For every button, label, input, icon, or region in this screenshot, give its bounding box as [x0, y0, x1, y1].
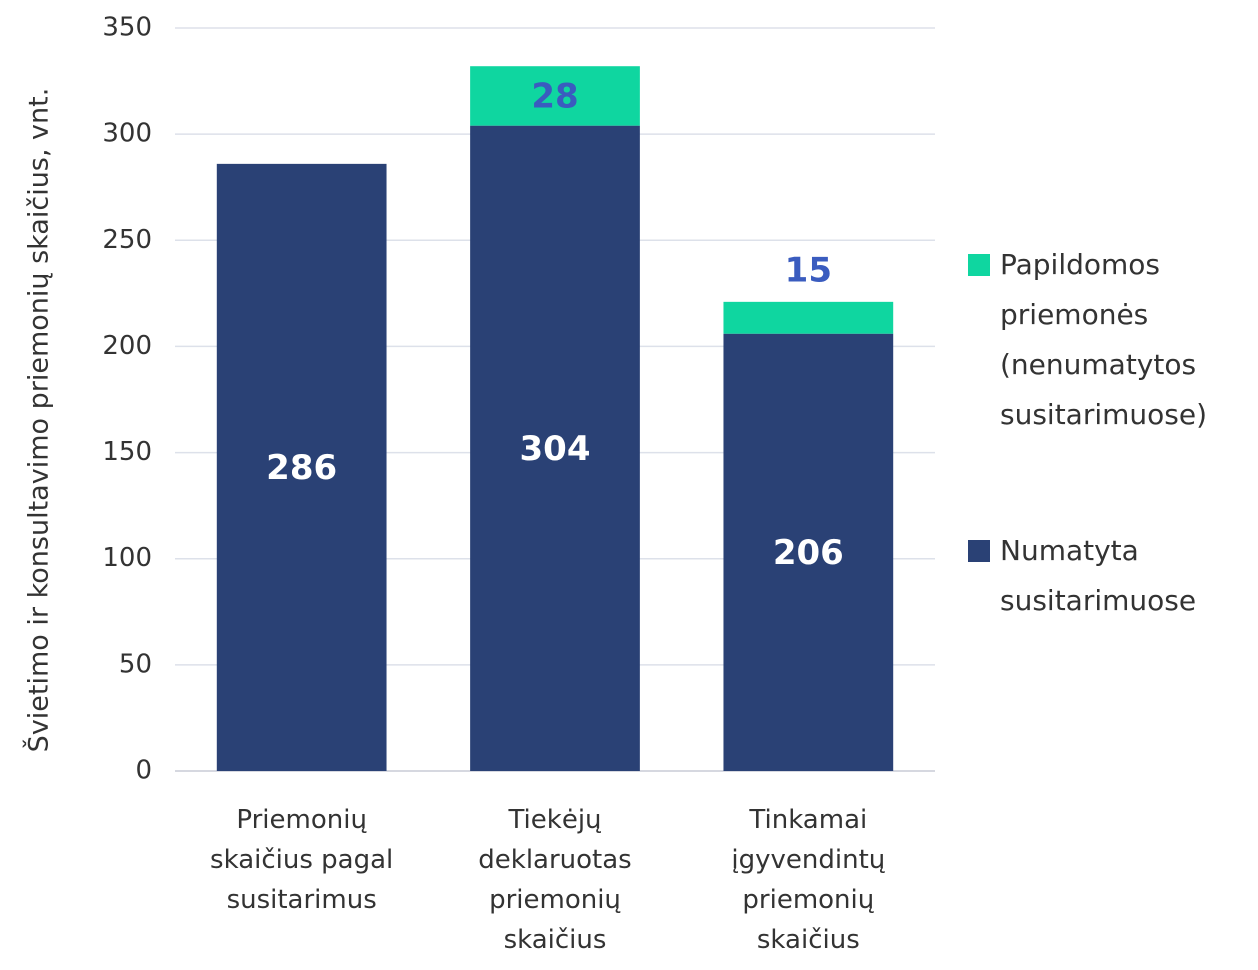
legend-swatch [968, 254, 990, 276]
bar-segment [723, 301, 894, 334]
y-tick-label: 150 [102, 437, 152, 467]
bar-segment [470, 125, 640, 771]
data-label: 304 [520, 429, 591, 469]
y-tick-label: 350 [102, 13, 152, 43]
data-label: 206 [773, 533, 844, 573]
y-axis-title: Švietimo ir konsultavimo priemonių skaič… [23, 88, 55, 753]
y-tick-label: 50 [119, 649, 152, 679]
y-tick-label: 250 [102, 225, 152, 255]
x-tick-label: Tiekėjų deklaruotas priemonių skaičius [478, 805, 632, 955]
bar-segment [216, 163, 387, 771]
legend-swatch [968, 540, 990, 562]
bar-segment [470, 66, 640, 126]
data-label: 28 [531, 76, 578, 116]
y-tick-label: 300 [102, 119, 152, 149]
legend-label: Numatyta susitarimuose [1000, 534, 1197, 617]
y-tick-label: 0 [135, 756, 152, 786]
y-tick-label: 200 [102, 331, 152, 361]
data-label: 286 [266, 448, 337, 488]
y-tick-label: 100 [102, 543, 152, 573]
x-tick-label: Tinkamai įgyvendintų priemonių skaičius [731, 805, 886, 955]
legend-label: Papildomos priemonės (nenumatytos susita… [1000, 248, 1208, 431]
data-label: 15 [785, 250, 832, 290]
bar-segment [723, 333, 894, 771]
x-tick-label: Priemonių skaičius pagal susitarimus [210, 805, 394, 915]
